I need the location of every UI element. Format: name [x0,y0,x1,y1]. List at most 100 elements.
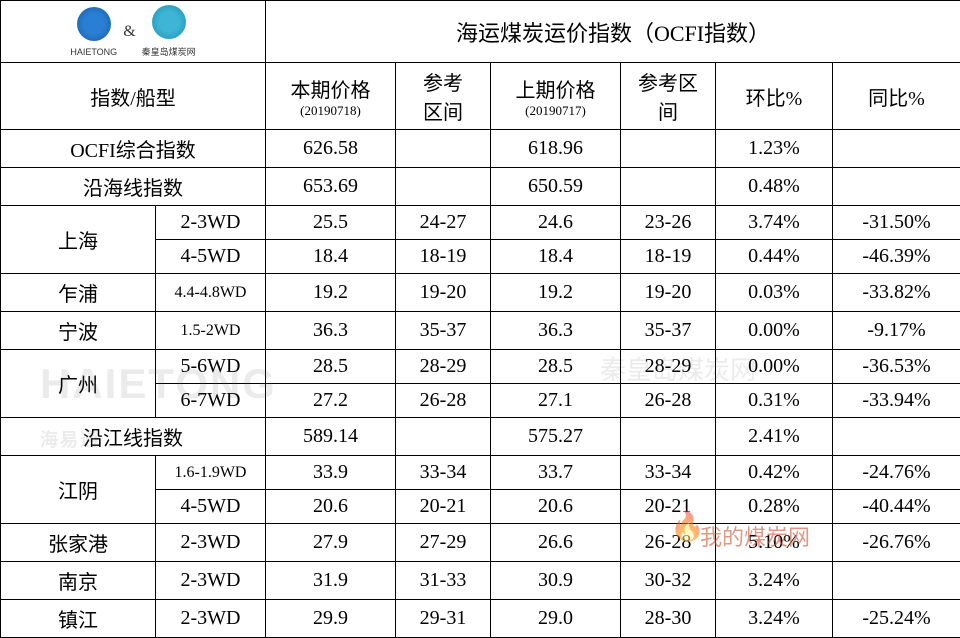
table-cell: 23-26 [621,206,716,240]
table-cell: 31-33 [396,562,491,600]
table-row: 乍浦4.4-4.8WD19.219-2019.219-200.03%-33.82… [1,274,960,312]
table-row: 沿海线指数653.69650.590.48% [1,168,960,206]
logo-left-text: HAIETONG [70,47,117,57]
table-cell: 35-37 [621,312,716,350]
table-cell: -9.17% [833,312,960,350]
table-cell: -26.76% [833,524,960,562]
title-row: HAIETONG & 秦皇岛煤炭网 海运煤炭运价指数（OCFI指数） [1,1,960,63]
table-cell: 6-7WD [156,384,266,418]
table-cell: 18-19 [621,240,716,274]
table-cell: 2-3WD [156,562,266,600]
table-cell: 0.03% [716,274,833,312]
logo-cell: HAIETONG & 秦皇岛煤炭网 [1,1,266,63]
table-cell: 27.9 [266,524,396,562]
table-cell: 575.27 [491,418,621,456]
table-cell: 19.2 [491,274,621,312]
table-cell: 36.3 [491,312,621,350]
table-cell: 20.6 [266,490,396,524]
ampersand: & [123,23,135,41]
table-cell: 33-34 [396,456,491,490]
table-cell: 33.7 [491,456,621,490]
header-yoy: 同比% [833,63,960,130]
header-ref1: 参考 区间 [396,63,491,130]
table-cell: 2.41% [716,418,833,456]
table-cell: 3.24% [716,562,833,600]
table-cell: 26-28 [621,384,716,418]
table-cell: 上海 [1,206,156,274]
table-cell: 20-21 [621,490,716,524]
table-cell: 4.4-4.8WD [156,274,266,312]
table-cell [396,168,491,206]
table-cell: 33-34 [621,456,716,490]
table-cell: 24-27 [396,206,491,240]
qhd-logo-icon [152,5,186,39]
table-cell: 张家港 [1,524,156,562]
header-current: 本期价格 (20190718) [266,63,396,130]
table-row: 镇江2-3WD29.929-3129.028-303.24%-25.24% [1,600,960,638]
table-cell: 31.9 [266,562,396,600]
table-cell: 1.5-2WD [156,312,266,350]
table-cell: 589.14 [266,418,396,456]
table-cell: 2-3WD [156,600,266,638]
table-cell: 20-21 [396,490,491,524]
table-cell: 0.31% [716,384,833,418]
table-row: 南京2-3WD31.931-3330.930-323.24% [1,562,960,600]
logo-right-text: 秦皇岛煤炭网 [142,45,196,58]
table-cell: 5.10% [716,524,833,562]
table-cell: 南京 [1,562,156,600]
table-cell: 27-29 [396,524,491,562]
table-cell: 24.6 [491,206,621,240]
table-cell: 29.9 [266,600,396,638]
table-cell [833,130,960,168]
table-cell [621,418,716,456]
table-cell: 0.28% [716,490,833,524]
table-cell [621,168,716,206]
table-cell: 27.1 [491,384,621,418]
table-title: 海运煤炭运价指数（OCFI指数） [266,1,960,63]
header-prev: 上期价格 (20190717) [491,63,621,130]
table-row: 广州5-6WD28.528-2928.528-290.00%-36.53% [1,350,960,384]
haietong-logo-icon [77,7,111,41]
table-cell: 26-28 [396,384,491,418]
table-cell: 20.6 [491,490,621,524]
table-cell: 4-5WD [156,240,266,274]
table-cell: -25.24% [833,600,960,638]
table-cell: 5-6WD [156,350,266,384]
table-row: 上海2-3WD25.524-2724.623-263.74%-31.50% [1,206,960,240]
table-cell: 18.4 [266,240,396,274]
table-cell: -24.76% [833,456,960,490]
table-cell: 28-29 [621,350,716,384]
table-cell: 36.3 [266,312,396,350]
table-cell: 1.23% [716,130,833,168]
table-cell: 19-20 [396,274,491,312]
header-index-ship: 指数/船型 [1,63,266,130]
table-cell: 28.5 [491,350,621,384]
table-cell: 0.42% [716,456,833,490]
table-cell: 3.74% [716,206,833,240]
table-cell: 镇江 [1,600,156,638]
table-cell: 宁波 [1,312,156,350]
table-cell: 650.59 [491,168,621,206]
table-cell: 2-3WD [156,206,266,240]
table-cell [833,418,960,456]
table-cell: 19-20 [621,274,716,312]
table-cell: 沿海线指数 [1,168,266,206]
table-cell: -33.82% [833,274,960,312]
header-current-date: (20190718) [268,103,393,119]
table-cell: 28-29 [396,350,491,384]
table-cell: 30.9 [491,562,621,600]
header-ref2: 参考区 间 [621,63,716,130]
table-cell: 30-32 [621,562,716,600]
table-cell: 0.48% [716,168,833,206]
table-cell: 18.4 [491,240,621,274]
table-cell: 626.58 [266,130,396,168]
table-cell: OCFI综合指数 [1,130,266,168]
table-cell [396,418,491,456]
table-cell: 618.96 [491,130,621,168]
table-cell: 0.00% [716,350,833,384]
table-row: 沿江线指数589.14575.272.41% [1,418,960,456]
table-cell: -36.53% [833,350,960,384]
table-cell: 1.6-1.9WD [156,456,266,490]
table-cell: -40.44% [833,490,960,524]
header-prev-date: (20190717) [493,103,618,119]
